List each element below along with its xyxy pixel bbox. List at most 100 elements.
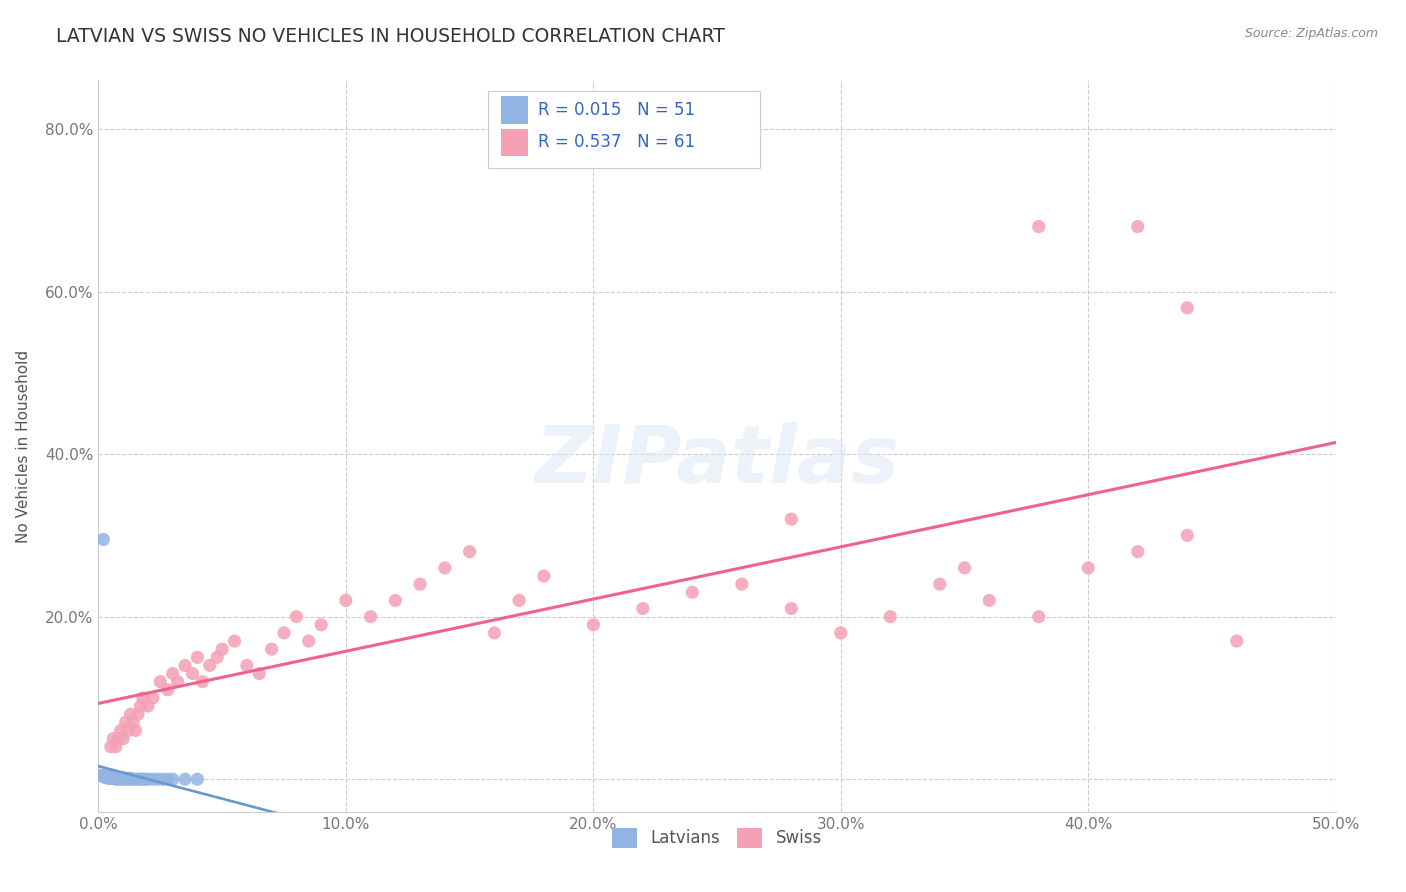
Point xyxy=(273,626,295,640)
Point xyxy=(97,770,120,784)
Point xyxy=(104,771,127,785)
Point xyxy=(198,658,221,673)
Point xyxy=(146,772,169,787)
Point xyxy=(142,772,165,787)
Point xyxy=(152,772,174,787)
Point xyxy=(114,772,136,786)
Point xyxy=(97,772,120,786)
Point xyxy=(107,772,129,787)
Point xyxy=(484,626,506,640)
Point xyxy=(93,770,115,784)
Point xyxy=(93,533,115,547)
Point xyxy=(186,650,208,665)
Point xyxy=(100,770,122,784)
Point xyxy=(110,723,132,738)
Point xyxy=(120,772,142,787)
Point xyxy=(103,771,125,785)
Point xyxy=(162,772,184,787)
Point xyxy=(100,769,122,783)
Point xyxy=(94,771,117,785)
Point xyxy=(103,731,125,746)
Point xyxy=(129,772,152,787)
Point xyxy=(114,715,136,730)
Point xyxy=(104,772,127,786)
Point xyxy=(103,770,125,784)
Point xyxy=(104,772,127,787)
Point xyxy=(156,772,179,787)
Point xyxy=(112,772,135,787)
Text: ZIPatlas: ZIPatlas xyxy=(534,422,900,500)
Point xyxy=(309,617,332,632)
Point xyxy=(122,715,145,730)
Point xyxy=(780,512,803,526)
Point xyxy=(112,771,135,785)
Point xyxy=(117,772,139,787)
Point xyxy=(205,650,228,665)
Point xyxy=(107,771,129,785)
Point xyxy=(879,609,901,624)
Point xyxy=(508,593,530,607)
Point xyxy=(681,585,703,599)
Point xyxy=(120,707,142,722)
Point xyxy=(224,634,246,648)
Point xyxy=(830,626,852,640)
Point xyxy=(107,772,129,786)
Point xyxy=(236,658,259,673)
FancyBboxPatch shape xyxy=(501,128,527,156)
Point xyxy=(149,674,172,689)
Point xyxy=(132,772,155,787)
Point xyxy=(100,739,122,754)
Point xyxy=(112,772,135,786)
Point xyxy=(166,674,188,689)
Point xyxy=(120,772,142,786)
Point xyxy=(162,666,184,681)
Point xyxy=(107,731,129,746)
Point xyxy=(104,770,127,784)
Point xyxy=(94,770,117,784)
Text: LATVIAN VS SWISS NO VEHICLES IN HOUSEHOLD CORRELATION CHART: LATVIAN VS SWISS NO VEHICLES IN HOUSEHOL… xyxy=(56,27,725,45)
Point xyxy=(103,772,125,786)
Point xyxy=(1028,609,1050,624)
Point xyxy=(533,569,555,583)
Point xyxy=(100,771,122,785)
Text: Source: ZipAtlas.com: Source: ZipAtlas.com xyxy=(1244,27,1378,40)
Point xyxy=(384,593,406,607)
Point xyxy=(156,682,179,697)
Point xyxy=(134,772,156,787)
FancyBboxPatch shape xyxy=(488,91,761,168)
Point xyxy=(94,769,117,783)
Point xyxy=(110,771,132,785)
Point xyxy=(458,544,481,558)
Text: R = 0.015   N = 51: R = 0.015 N = 51 xyxy=(537,102,695,120)
Point xyxy=(1175,301,1198,315)
Point xyxy=(174,772,197,787)
Point xyxy=(780,601,803,615)
Point xyxy=(582,617,605,632)
Point xyxy=(122,772,145,787)
Point xyxy=(132,690,155,705)
Point xyxy=(1175,528,1198,542)
Point xyxy=(1226,634,1249,648)
Point xyxy=(1126,219,1149,234)
Point xyxy=(136,699,159,714)
Point xyxy=(247,666,270,681)
FancyBboxPatch shape xyxy=(501,96,527,124)
Point xyxy=(1126,544,1149,558)
Point xyxy=(285,609,308,624)
Point xyxy=(298,634,321,648)
Point xyxy=(979,593,1001,607)
Point xyxy=(211,642,233,657)
Legend: Latvians, Swiss: Latvians, Swiss xyxy=(606,821,828,855)
Point xyxy=(181,666,204,681)
Point xyxy=(110,772,132,787)
Point xyxy=(731,577,754,591)
Point xyxy=(100,772,122,786)
Point xyxy=(928,577,950,591)
Point xyxy=(97,771,120,785)
Point xyxy=(433,561,456,575)
Point xyxy=(127,772,149,787)
Point xyxy=(409,577,432,591)
Point xyxy=(631,601,654,615)
Point xyxy=(1077,561,1099,575)
Point xyxy=(191,674,214,689)
